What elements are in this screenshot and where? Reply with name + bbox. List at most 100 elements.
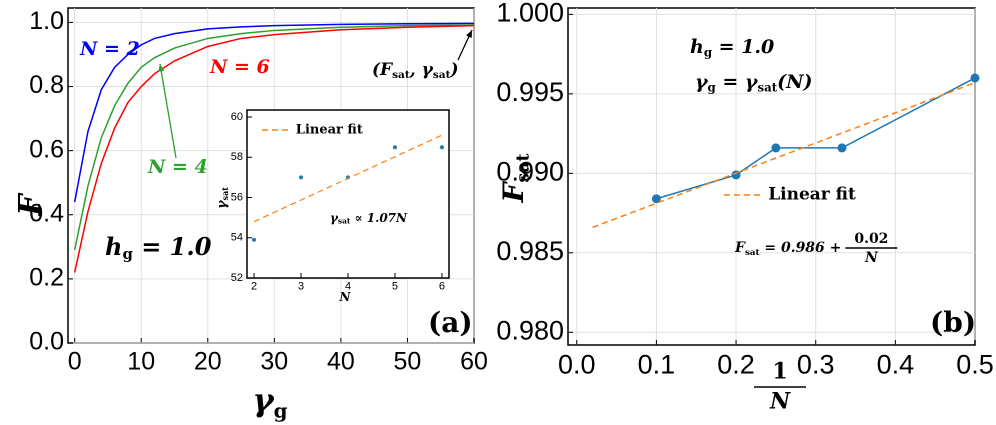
data-point bbox=[651, 194, 661, 204]
subscript: sat bbox=[513, 154, 533, 183]
text-part: γ bbox=[695, 71, 709, 93]
subscript: sat bbox=[220, 187, 230, 201]
y-tick-label: 0.6 bbox=[29, 135, 64, 163]
annotation: (b) bbox=[930, 306, 976, 339]
data-point bbox=[252, 237, 257, 242]
fraction-num: 0.02 bbox=[854, 231, 888, 247]
y-tick-label: 58 bbox=[231, 151, 243, 163]
text-part: ( bbox=[372, 60, 381, 80]
subscript: g bbox=[274, 398, 288, 422]
x-axis-label: N bbox=[339, 290, 352, 304]
text-part: γ bbox=[215, 199, 230, 209]
annotation: hg = 1.0 bbox=[690, 36, 774, 60]
annotation: (a) bbox=[428, 306, 473, 339]
x-axis-label-text: γg bbox=[253, 381, 288, 423]
pointer-arrow bbox=[159, 63, 177, 159]
annotation-text: γg = γsat(N) bbox=[695, 71, 813, 95]
annotation: γsat ∝ 1.07N bbox=[330, 211, 408, 226]
series-line bbox=[73, 24, 475, 251]
x-tick-label: 0.0 bbox=[558, 350, 596, 380]
text-part: , γ bbox=[409, 60, 434, 80]
fraction-den: N bbox=[864, 250, 879, 266]
fit-line bbox=[592, 82, 976, 229]
x-tick-label: 0.1 bbox=[638, 350, 676, 380]
fraction-den: N bbox=[769, 388, 791, 414]
text-part: (a) bbox=[428, 306, 473, 339]
subscript: sat bbox=[392, 69, 410, 81]
y-tick-label: 0.990 bbox=[496, 156, 564, 186]
y-axis-label: γsat bbox=[215, 187, 230, 209]
fraction-num: 1 bbox=[772, 359, 787, 385]
x-tick-label: 10 bbox=[127, 348, 155, 376]
data-point bbox=[970, 73, 980, 83]
subscript: g bbox=[708, 81, 716, 95]
text-part: F bbox=[497, 180, 530, 203]
x-tick-label: 0.4 bbox=[877, 350, 915, 380]
x-tick-label: 0.2 bbox=[717, 350, 755, 380]
annotation: hg = 1.0 bbox=[105, 232, 212, 264]
y-tick-label: 0.0 bbox=[29, 328, 64, 356]
y-axis-label-text: Fsat bbox=[497, 154, 533, 204]
data-point bbox=[837, 143, 847, 153]
subscript: g bbox=[122, 245, 133, 263]
text-part: γ bbox=[253, 381, 276, 419]
y-tick-label: 1.0 bbox=[29, 7, 64, 35]
y-tick-label: 0.995 bbox=[496, 77, 564, 107]
legend-label: Linear fit bbox=[296, 123, 363, 138]
x-tick-label: 0.3 bbox=[797, 350, 835, 380]
text-part: h bbox=[105, 232, 122, 261]
x-axis-label: 1N bbox=[754, 359, 806, 414]
subscript: sat bbox=[433, 69, 451, 81]
x-tick-label: 3 bbox=[298, 281, 304, 293]
annotation-text: (a) bbox=[428, 306, 473, 339]
text-part: = γ bbox=[716, 71, 759, 93]
data-point bbox=[299, 175, 304, 180]
series-line bbox=[73, 22, 475, 203]
x-tick-label: 40 bbox=[327, 348, 355, 376]
text-part: = 0.986 + bbox=[759, 240, 841, 256]
y-tick-label: 60 bbox=[231, 111, 243, 123]
y-tick-label: 0.980 bbox=[496, 315, 564, 345]
text-part: h bbox=[690, 36, 704, 58]
y-tick-label: 0.4 bbox=[29, 199, 64, 227]
text-part: N bbox=[339, 290, 352, 304]
annotation-text: Fsat = 0.986 + bbox=[734, 240, 841, 258]
annotation-text: hg = 1.0 bbox=[105, 232, 212, 264]
subscript: sat bbox=[745, 248, 760, 258]
text-part: (N) bbox=[777, 71, 812, 93]
annotation: Fsat = 0.986 + 0.02 N bbox=[734, 231, 898, 266]
data-point bbox=[392, 145, 397, 150]
series-line bbox=[73, 24, 475, 273]
y-tick-label: 0.8 bbox=[29, 71, 64, 99]
text-part: F bbox=[379, 60, 394, 80]
x-tick-label: 20 bbox=[194, 348, 222, 376]
text-part: = 1.0 bbox=[133, 232, 212, 261]
x-axis-label-text: N bbox=[339, 290, 352, 304]
subscript: sat bbox=[757, 81, 777, 95]
x-tick-label: 0.5 bbox=[956, 350, 994, 380]
text-part: (b) bbox=[930, 306, 976, 339]
y-axis-label: F bbox=[13, 192, 48, 217]
arrow-head bbox=[466, 30, 472, 38]
x-tick-label: 2 bbox=[251, 281, 257, 293]
y-tick-label: 1.000 bbox=[496, 0, 564, 27]
series-label: N = 2 bbox=[79, 38, 140, 60]
data-point bbox=[771, 143, 781, 153]
x-axis-label: γg bbox=[253, 381, 288, 423]
y-axis-label: Fsat bbox=[497, 154, 533, 204]
y-tick-label: 56 bbox=[231, 191, 243, 203]
data-point bbox=[439, 145, 444, 150]
annotation: γg = γsat(N) bbox=[695, 71, 813, 95]
inset-frame bbox=[246, 109, 450, 279]
series-label: N = 4 bbox=[147, 156, 208, 178]
text-part: ) bbox=[449, 60, 458, 80]
arrow-head bbox=[158, 64, 165, 72]
x-tick-label: 4 bbox=[345, 281, 351, 293]
text-part: ∝ 1.07N bbox=[350, 211, 408, 225]
y-axis-label-text: F bbox=[13, 192, 48, 217]
annotation-text: (Fsat, γsat) bbox=[372, 60, 458, 82]
text-part: γ bbox=[330, 211, 339, 225]
text-part: F bbox=[734, 240, 746, 256]
annotation-text: hg = 1.0 bbox=[690, 36, 774, 60]
